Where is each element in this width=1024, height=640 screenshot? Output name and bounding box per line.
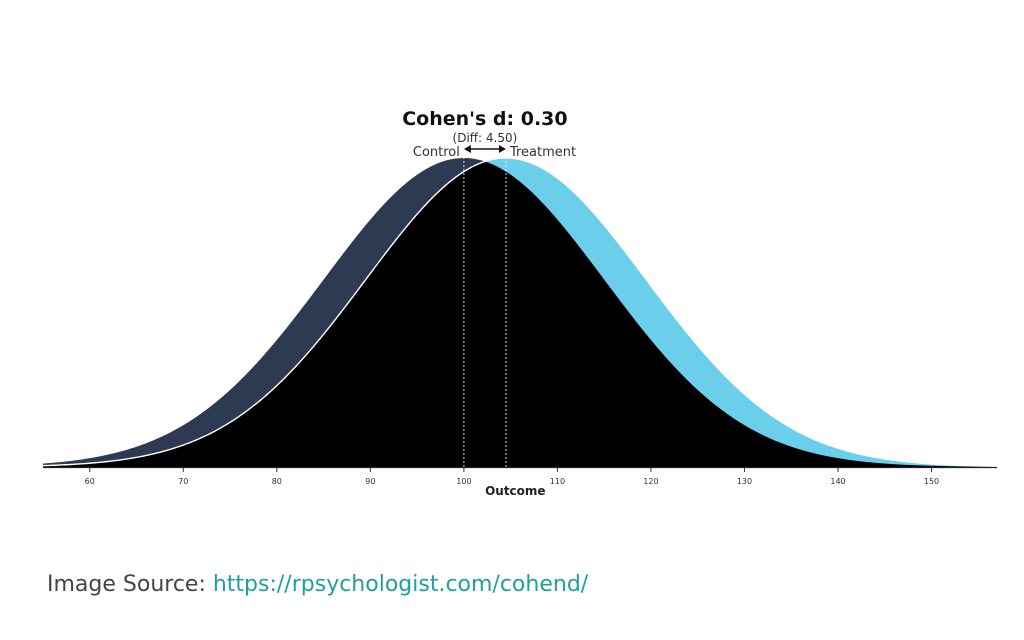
x-tick-label: 80	[272, 477, 282, 486]
effect-size-chart: 60 70 80 90 100 110 120 130 140 150 Cohen's d: 0.…	[42, 108, 998, 498]
x-tick-label: 120	[643, 477, 658, 486]
legend-treatment-label: Treatment	[509, 145, 576, 160]
x-axis-label: Outcome	[485, 484, 545, 498]
image-source-caption: Image Source: https://rpsychologist.com/…	[47, 572, 588, 597]
caption-label: Image Source:	[47, 572, 213, 597]
diff-arrow-head-left	[463, 145, 471, 153]
x-tick-label: 90	[365, 477, 375, 486]
x-tick-label: 130	[737, 477, 752, 486]
x-tick-label: 60	[85, 477, 95, 486]
source-link[interactable]: https://rpsychologist.com/cohend/	[212, 572, 589, 597]
overlap-area	[43, 161, 997, 468]
x-tick-label: 70	[178, 477, 188, 486]
x-tick-label: 140	[830, 477, 845, 486]
legend-control-label: Control	[413, 145, 460, 160]
diff-arrow	[463, 145, 506, 153]
x-tick-label: 150	[924, 477, 939, 486]
x-axis-ticks: 60 70 80 90 100 110 120 130 140 150	[85, 467, 939, 486]
treatment-distribution-outline	[42, 157, 998, 468]
chart-subtitle: (Diff: 4.50)	[453, 131, 518, 145]
x-tick-label: 110	[550, 477, 565, 486]
chart-title: Cohen's d: 0.30	[402, 108, 567, 130]
x-tick-label: 100	[456, 477, 471, 486]
diff-arrow-head-right	[498, 145, 506, 153]
